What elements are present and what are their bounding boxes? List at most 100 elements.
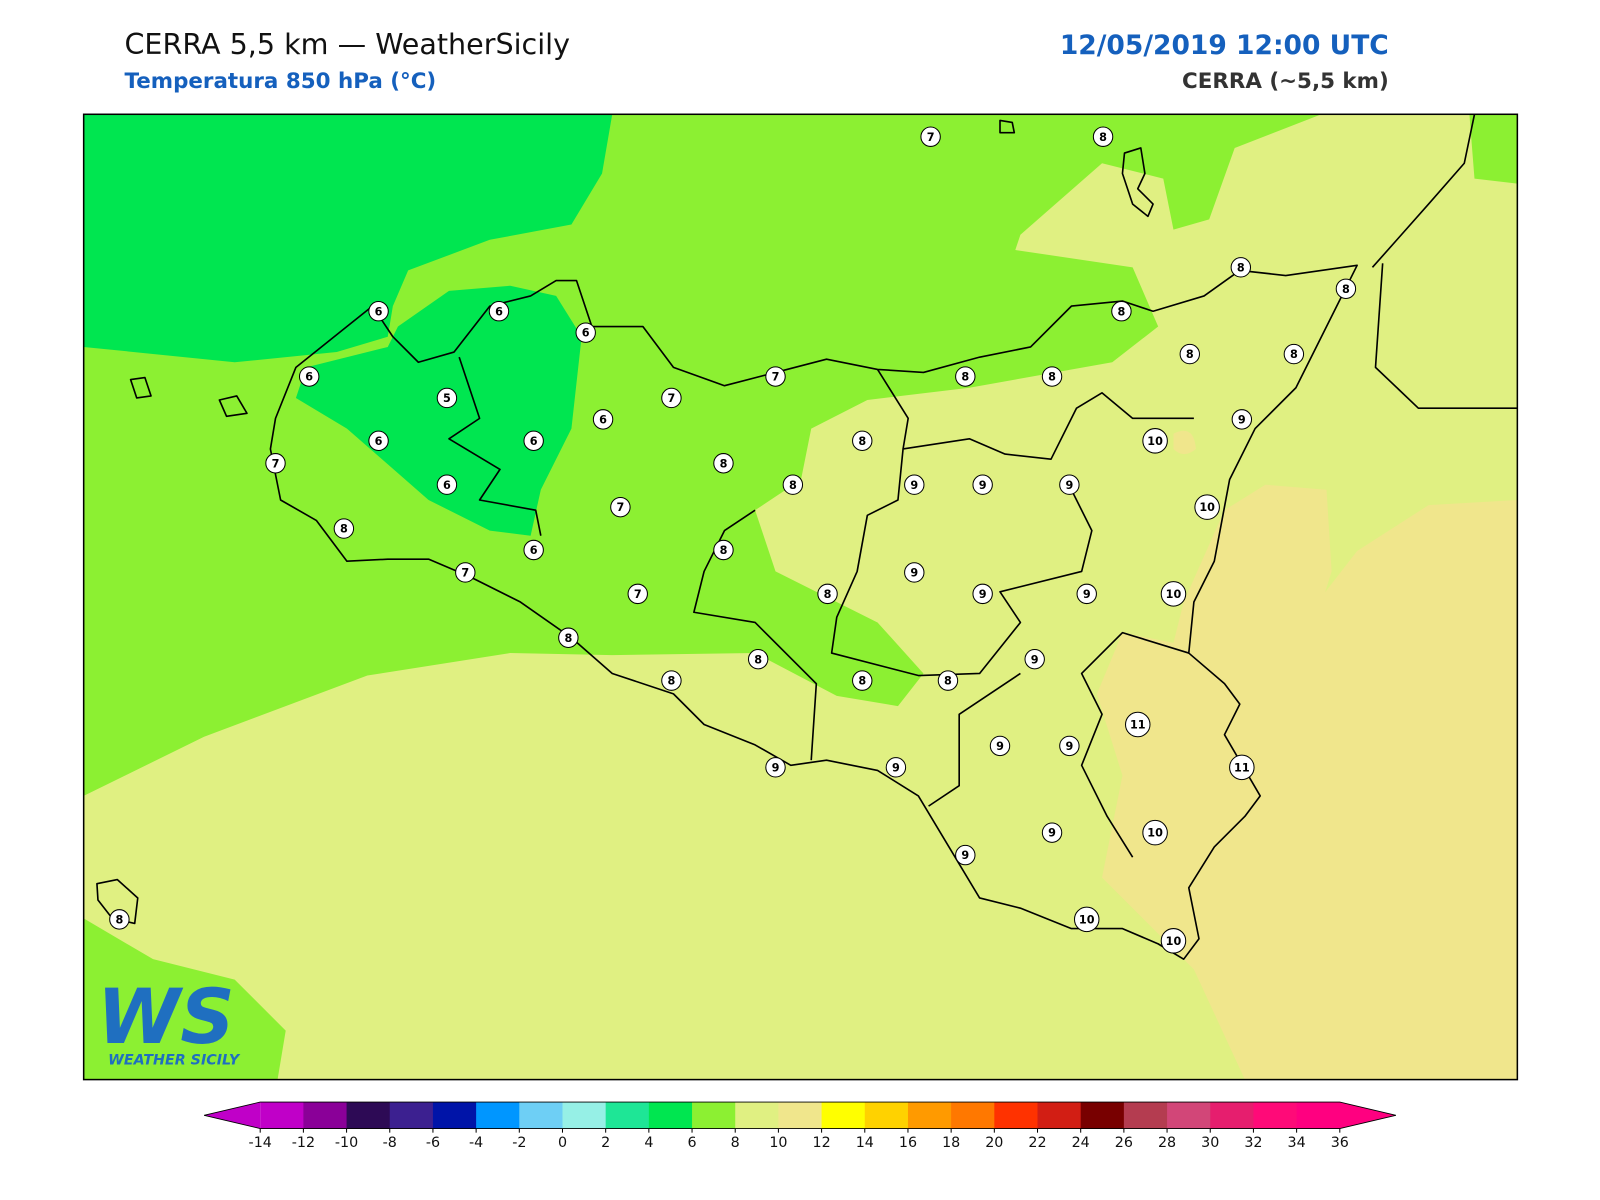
colorbar-swatch	[648, 1102, 693, 1129]
colorbar-tick-label: 30	[1201, 1135, 1219, 1151]
colorbar-swatch	[1123, 1102, 1168, 1129]
sicily-coast	[269, 264, 1358, 961]
station-marker	[661, 670, 682, 691]
colorbar-tick-label: 32	[1244, 1135, 1262, 1151]
colorbar-tick-label: 14	[856, 1135, 874, 1151]
station-marker	[1283, 343, 1305, 365]
station-marker	[592, 409, 614, 430]
colorbar-tick-label: 34	[1288, 1135, 1306, 1151]
station-marker	[920, 126, 941, 147]
colorbar-tick-label: 18	[942, 1135, 960, 1151]
station-value: 8	[1048, 371, 1056, 384]
colorbar-swatch	[1037, 1102, 1082, 1129]
logo-mark: WS	[97, 973, 235, 1061]
station-marker	[436, 387, 458, 409]
coastlines	[96, 114, 1518, 961]
colorbar-tick-label: 0	[558, 1135, 567, 1151]
station-value: 7	[461, 567, 469, 580]
station-marker	[109, 909, 130, 930]
station-value: 6	[443, 479, 451, 492]
station-value: 7	[927, 131, 935, 144]
station-marker	[904, 562, 925, 583]
station-marker	[989, 735, 1011, 757]
station-marker	[1230, 257, 1252, 278]
station-value: 9	[1048, 827, 1056, 840]
station-value: 9	[1238, 413, 1246, 426]
colorbar-tick-label: -6	[426, 1135, 440, 1151]
station-marker	[1142, 819, 1168, 846]
station-marker	[558, 627, 579, 648]
station-value: 6	[305, 371, 313, 384]
station-value: 9	[961, 849, 969, 862]
colorbar-tick-label: -14	[249, 1135, 272, 1151]
colorbar-swatch	[432, 1102, 477, 1129]
colorbar-tick-label: 26	[1115, 1135, 1133, 1151]
station-marker	[1231, 409, 1253, 430]
colorbar-swatch	[1296, 1102, 1341, 1129]
station-marker	[661, 387, 682, 409]
station-marker	[627, 583, 648, 605]
station-value: 8	[1342, 283, 1350, 296]
subtitle: Temperatura 850 hPa (°C)	[124, 69, 436, 94]
station-value: 9	[1031, 653, 1039, 666]
field-10-12	[1096, 430, 1518, 1080]
colorbar-swatch	[1167, 1102, 1211, 1129]
colorbar-swatch	[994, 1102, 1039, 1129]
station-value: 6	[375, 435, 383, 448]
station-value: 6	[582, 327, 590, 340]
colorbar-tick-label: 12	[813, 1135, 831, 1151]
colorbar-swatch	[389, 1102, 434, 1129]
islands	[96, 119, 1154, 925]
colorbar-tick-label: 16	[899, 1135, 917, 1151]
station-value: 9	[1065, 740, 1073, 753]
station-value: 8	[564, 632, 572, 645]
logo: WS WEATHER SICILY	[97, 973, 241, 1068]
colorbar-swatch	[562, 1102, 607, 1129]
datetime: 12/05/2019 12:00 UTC	[1060, 30, 1389, 61]
colorbar-tick-label: 20	[985, 1135, 1003, 1151]
station-value: 8	[668, 675, 676, 688]
station-marker	[488, 301, 510, 322]
station-value: 10	[1199, 501, 1215, 514]
station-marker	[265, 453, 286, 474]
map-frame	[82, 113, 1519, 1081]
colorbar-swatch	[951, 1102, 995, 1129]
station-value: 11	[1130, 719, 1146, 732]
colorbar-extend-low	[204, 1102, 261, 1129]
station-marker	[455, 562, 476, 583]
station-marker	[782, 474, 804, 495]
station-value: 9	[979, 479, 987, 492]
colorbar-swatch	[864, 1102, 909, 1129]
colorbar-tick-label: 24	[1072, 1135, 1090, 1151]
station-value: 8	[1099, 131, 1107, 144]
station-marker	[1041, 366, 1063, 387]
colorbar-tick-label: 10	[769, 1135, 787, 1151]
station-marker	[575, 322, 596, 343]
station-marker	[1125, 711, 1151, 738]
station-value: 8	[340, 523, 348, 536]
station-marker	[1059, 474, 1080, 495]
station-value: 8	[961, 371, 969, 384]
station-marker	[610, 496, 631, 518]
provinces	[448, 356, 1194, 858]
station-value: 9	[996, 740, 1004, 753]
colorbar-swatch	[1210, 1102, 1254, 1129]
station-value: 6	[495, 305, 503, 318]
station-value: 7	[634, 588, 642, 601]
station-value: 9	[892, 761, 900, 774]
station-marker	[765, 366, 786, 387]
colorbar-tick-label: 6	[688, 1135, 697, 1151]
station-marker	[885, 757, 907, 778]
station-marker	[1179, 343, 1200, 365]
colorbar-tick-label: 2	[601, 1135, 610, 1151]
station-value: 8	[1118, 305, 1126, 318]
colorbar-tick-label: -12	[292, 1135, 315, 1151]
station-marker	[852, 430, 873, 452]
colorbar-tick-label: 4	[644, 1135, 653, 1151]
station-marker	[436, 474, 458, 495]
station-marker	[298, 366, 320, 387]
station-marker	[972, 474, 993, 495]
colorbar-tick-label: -4	[469, 1135, 483, 1151]
